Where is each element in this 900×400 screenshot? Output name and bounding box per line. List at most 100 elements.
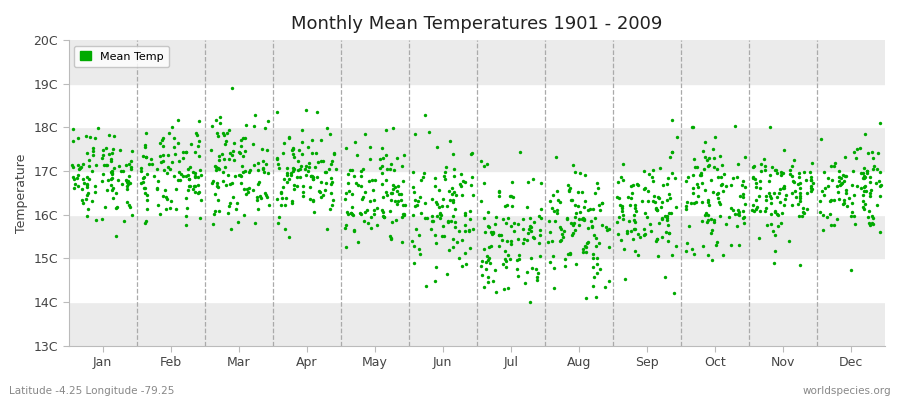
Point: [324, 160, 338, 167]
Point: [713, 212, 727, 219]
Point: [270, 109, 284, 116]
Point: [760, 222, 775, 228]
Point: [181, 187, 195, 194]
Point: [230, 219, 245, 226]
Point: [644, 228, 658, 234]
Point: [104, 171, 119, 177]
Point: [307, 209, 321, 216]
Point: [591, 240, 606, 246]
Point: [866, 154, 880, 161]
Point: [216, 169, 230, 175]
Point: [304, 150, 319, 156]
Point: [500, 202, 514, 208]
Point: [405, 212, 419, 219]
Point: [529, 274, 544, 280]
Point: [147, 173, 161, 179]
Point: [866, 215, 880, 221]
Point: [138, 190, 152, 196]
Point: [354, 173, 368, 179]
Point: [697, 148, 711, 155]
Point: [500, 215, 515, 222]
Point: [858, 201, 872, 208]
Point: [319, 180, 333, 187]
Point: [631, 230, 645, 237]
Point: [781, 238, 796, 244]
Point: [306, 174, 320, 180]
Point: [408, 197, 422, 204]
Point: [752, 178, 767, 185]
Point: [271, 160, 285, 167]
Point: [354, 183, 368, 189]
Point: [806, 180, 820, 187]
Point: [510, 221, 525, 228]
Point: [863, 190, 878, 196]
Point: [124, 148, 139, 154]
Point: [713, 201, 727, 207]
Point: [238, 122, 253, 128]
Point: [792, 174, 806, 180]
Point: [627, 225, 642, 232]
Point: [695, 180, 709, 186]
Point: [595, 200, 609, 206]
Point: [746, 164, 760, 171]
Point: [504, 222, 518, 229]
Point: [818, 185, 832, 192]
Point: [708, 134, 723, 140]
Point: [628, 202, 643, 208]
Point: [519, 269, 534, 276]
Point: [856, 170, 870, 176]
Point: [311, 158, 326, 165]
Point: [797, 209, 812, 216]
Point: [616, 161, 630, 168]
Point: [463, 245, 477, 252]
Point: [654, 234, 669, 240]
Point: [370, 205, 384, 211]
Point: [815, 227, 830, 234]
Point: [695, 218, 709, 224]
Point: [475, 258, 490, 264]
Point: [562, 187, 576, 194]
Point: [382, 232, 397, 239]
Point: [738, 154, 752, 160]
Point: [325, 178, 339, 185]
Point: [418, 200, 432, 207]
Point: [124, 164, 139, 170]
Point: [426, 218, 440, 225]
Point: [123, 180, 138, 186]
Point: [689, 164, 704, 170]
Point: [280, 178, 294, 185]
Point: [615, 205, 629, 212]
Point: [316, 191, 330, 198]
Point: [761, 190, 776, 196]
Point: [237, 212, 251, 218]
Point: [329, 166, 344, 172]
Point: [823, 211, 837, 218]
Point: [144, 156, 158, 162]
Point: [825, 177, 840, 184]
Point: [188, 130, 202, 136]
Point: [651, 253, 665, 259]
Point: [661, 174, 675, 181]
Point: [856, 204, 870, 210]
Point: [226, 194, 240, 200]
Point: [545, 238, 560, 244]
Point: [81, 190, 95, 196]
Point: [138, 220, 152, 226]
Point: [104, 170, 119, 176]
Point: [558, 256, 572, 263]
Point: [482, 223, 496, 230]
Point: [856, 192, 870, 198]
Point: [749, 206, 763, 212]
Point: [304, 173, 319, 180]
Point: [211, 133, 225, 140]
Point: [485, 231, 500, 237]
Point: [346, 212, 361, 218]
Point: [869, 202, 884, 209]
Point: [412, 194, 427, 200]
Point: [386, 124, 400, 131]
Point: [447, 189, 462, 196]
Point: [858, 173, 872, 180]
Point: [516, 240, 530, 246]
Point: [324, 190, 338, 196]
Point: [270, 156, 284, 162]
